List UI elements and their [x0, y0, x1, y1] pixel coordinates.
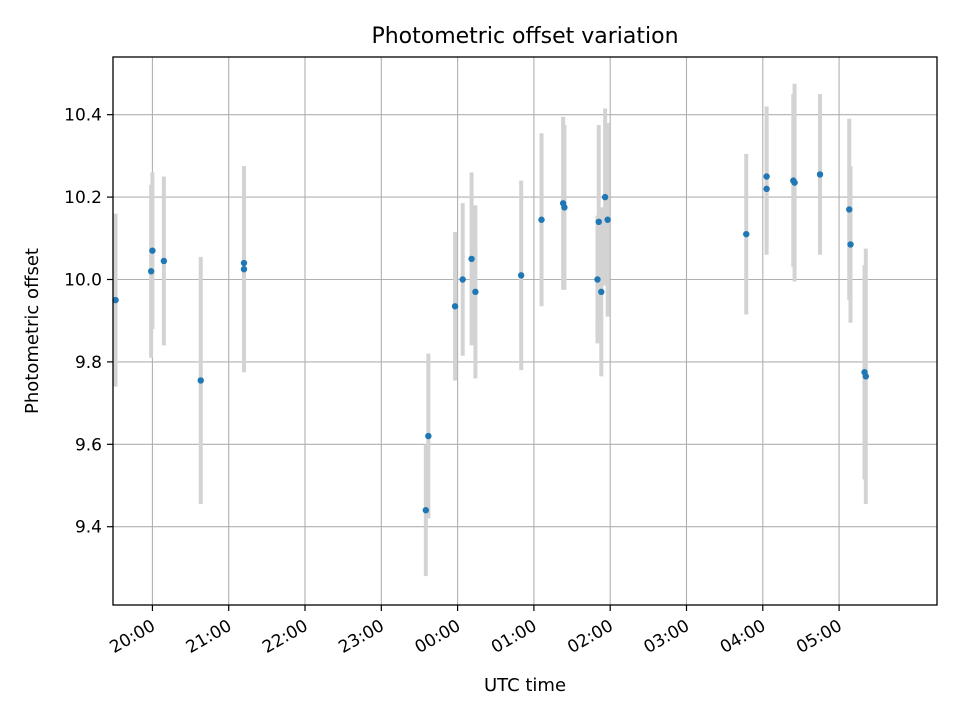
data-point — [147, 268, 155, 275]
data-point — [240, 259, 248, 267]
x-axis-label: UTC time — [484, 675, 566, 696]
data-point — [468, 255, 475, 263]
y-tick-label: 9.4 — [75, 518, 102, 538]
data-point — [601, 193, 609, 201]
data-point — [422, 507, 430, 514]
data-point — [561, 204, 568, 211]
data-point — [472, 288, 479, 296]
data-point — [604, 216, 611, 223]
data-point — [763, 173, 770, 180]
data-point — [847, 241, 854, 248]
grid-layer — [113, 57, 937, 605]
data-point — [763, 185, 770, 193]
data-point — [459, 276, 466, 283]
data-point — [149, 247, 156, 254]
plot-area-frame — [112, 56, 938, 606]
data-point — [862, 373, 869, 380]
data-point — [594, 276, 601, 283]
y-tick-label: 9.6 — [75, 435, 102, 455]
y-tick-label: 10.2 — [64, 188, 102, 208]
data-point — [425, 432, 432, 440]
y-tick-label: 9.8 — [75, 353, 102, 373]
data-point — [791, 179, 798, 186]
data-point — [451, 303, 459, 310]
data-point — [846, 206, 853, 213]
data-point — [517, 272, 525, 279]
data-point — [743, 230, 750, 238]
y-axis-label: Photometric offset — [22, 248, 43, 414]
data-point-layer — [112, 171, 869, 514]
data-point — [160, 257, 168, 265]
data-point — [595, 218, 602, 226]
data-point — [197, 377, 204, 384]
y-tick-label: 10.0 — [64, 270, 102, 290]
chart-title: Photometric offset variation — [371, 24, 678, 49]
data-point — [538, 216, 545, 223]
data-point — [112, 296, 119, 304]
data-point — [598, 288, 605, 296]
data-point — [816, 171, 824, 178]
y-tick-label: 10.4 — [64, 106, 102, 126]
data-point — [240, 265, 248, 273]
